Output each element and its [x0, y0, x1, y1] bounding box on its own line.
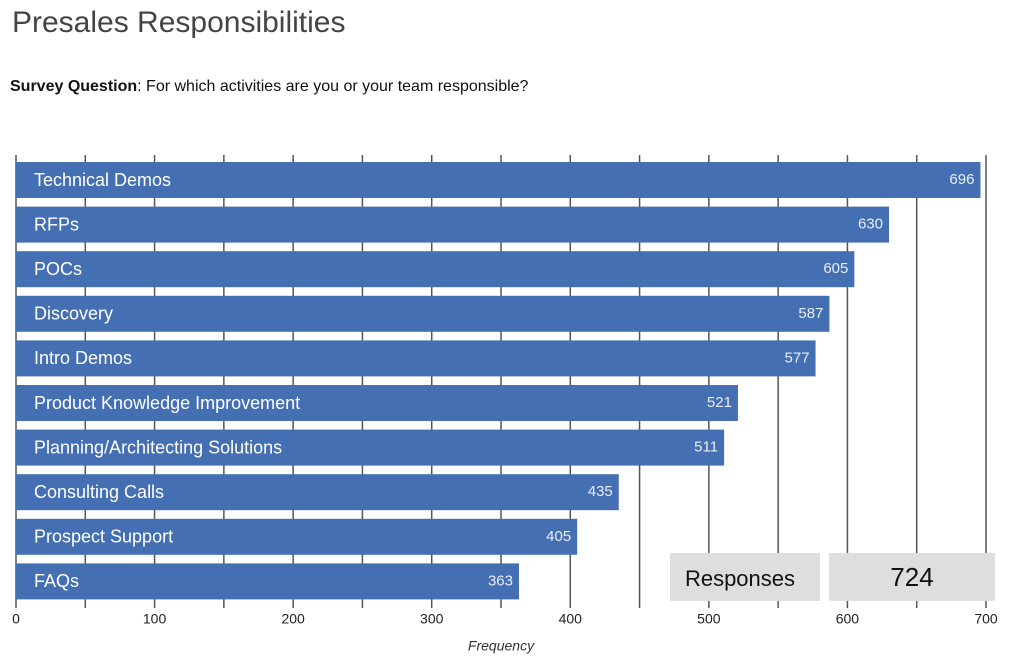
x-tick-label: 0: [12, 611, 20, 627]
bar: [16, 429, 725, 466]
bar: [16, 518, 578, 555]
value-label: 405: [546, 528, 571, 545]
x-tick-label: 600: [836, 611, 860, 627]
x-tick-label: 400: [559, 611, 583, 627]
bar: [16, 340, 816, 377]
bar: [16, 162, 981, 198]
x-tick-label: 300: [420, 611, 444, 627]
category-label: Discovery: [34, 304, 113, 324]
responses-value: 724: [890, 562, 933, 592]
value-label: 521: [707, 394, 732, 411]
x-tick-label: 200: [281, 611, 305, 627]
category-label: Prospect Support: [34, 527, 173, 547]
bar: [16, 295, 830, 332]
value-label: 435: [588, 483, 613, 500]
bar: [16, 385, 738, 421]
subtitle-label: Survey Question: [10, 78, 137, 95]
subtitle: Survey Question: For which activities ar…: [10, 78, 529, 95]
category-label: FAQs: [34, 571, 79, 591]
category-label: Product Knowledge Improvement: [34, 393, 300, 413]
x-axis-label: Frequency: [468, 638, 535, 654]
category-label: POCs: [34, 259, 82, 279]
responses-value-box: [829, 553, 995, 601]
bar: [16, 474, 619, 511]
value-label: 363: [488, 572, 513, 589]
value-label: 511: [694, 439, 718, 456]
subtitle-text: : For which activities are you or your t…: [137, 78, 528, 95]
value-label: 605: [823, 260, 848, 277]
value-label: 587: [798, 305, 823, 322]
bar: [16, 206, 889, 243]
x-tick-label: 500: [697, 611, 721, 627]
category-label: RFPs: [34, 214, 79, 234]
category-label: Consulting Calls: [34, 482, 164, 502]
value-label: 630: [858, 216, 883, 233]
category-label: Intro Demos: [34, 348, 132, 368]
category-label: Technical Demos: [34, 170, 171, 190]
bar: [16, 251, 855, 288]
x-tick-label: 100: [143, 611, 167, 627]
responses-label: Responses: [685, 566, 795, 591]
x-tick-label: 700: [974, 611, 998, 627]
value-label: 696: [949, 171, 974, 188]
value-label: 577: [785, 349, 810, 366]
responses-label-box: [670, 553, 820, 601]
category-label: Planning/Architecting Solutions: [34, 437, 282, 457]
bar: [16, 563, 520, 600]
chart-title: Presales Responsibilities: [12, 6, 346, 39]
